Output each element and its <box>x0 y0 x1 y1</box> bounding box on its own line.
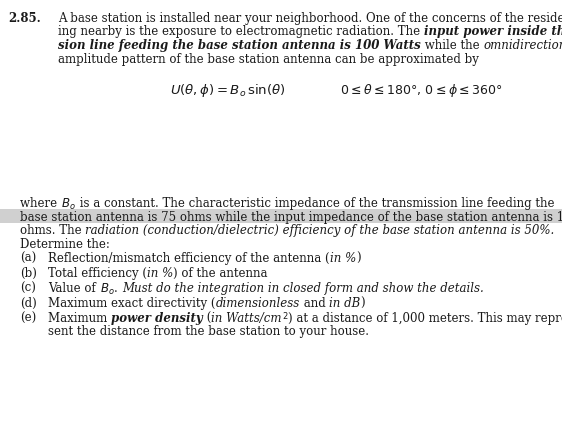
Text: in %: in % <box>147 267 173 280</box>
Text: $B_o$: $B_o$ <box>99 282 114 297</box>
Text: $0 \leq \theta \leq 180°,\,0 \leq \phi \leq 360°$: $0 \leq \theta \leq 180°,\,0 \leq \phi \… <box>340 82 502 99</box>
Text: and: and <box>300 297 329 310</box>
Text: ing nearby is the exposure to electromagnetic radiation. The: ing nearby is the exposure to electromag… <box>58 25 424 38</box>
Text: ): ) <box>356 253 360 266</box>
Text: radiation (conduction/dielectric) efficiency of the base station antenna is 50%.: radiation (conduction/dielectric) effici… <box>85 224 555 237</box>
Text: ) of the antenna: ) of the antenna <box>173 267 268 280</box>
Text: in Watts/cm: in Watts/cm <box>211 312 282 325</box>
Text: ) at a distance of 1,000 meters. This may repre-: ) at a distance of 1,000 meters. This ma… <box>288 312 562 325</box>
Text: .: . <box>114 282 122 295</box>
Text: (b): (b) <box>20 267 37 280</box>
Text: input power inside the transmis-: input power inside the transmis- <box>424 25 562 38</box>
Text: $^2$: $^2$ <box>282 312 288 325</box>
Text: power density: power density <box>111 312 203 325</box>
Text: base station antenna is 75 ohms while the input impedance of the base station an: base station antenna is 75 ohms while th… <box>20 211 562 224</box>
Text: Maximum: Maximum <box>48 312 111 325</box>
Text: ): ) <box>360 297 365 310</box>
Text: omnidirectional: omnidirectional <box>483 39 562 52</box>
Text: Reflection/mismatch efficiency of the antenna (: Reflection/mismatch efficiency of the an… <box>48 253 330 266</box>
Text: while the: while the <box>421 39 483 52</box>
Text: ohms. The: ohms. The <box>20 224 85 237</box>
Text: in dB: in dB <box>329 297 360 310</box>
Text: (a): (a) <box>20 253 37 266</box>
Text: (c): (c) <box>20 282 36 295</box>
Text: sion line feeding the base station antenna is 100 Watts: sion line feeding the base station anten… <box>58 39 421 52</box>
Text: amplitude pattern of the base station antenna can be approximated by: amplitude pattern of the base station an… <box>58 52 479 66</box>
Text: Determine the:: Determine the: <box>20 237 110 250</box>
Text: (e): (e) <box>20 312 37 325</box>
Text: 2.85.: 2.85. <box>8 12 41 25</box>
Text: sent the distance from the base station to your house.: sent the distance from the base station … <box>48 325 369 338</box>
Text: dimensionless: dimensionless <box>215 297 300 310</box>
Text: where: where <box>20 197 61 210</box>
Text: Total efficiency (: Total efficiency ( <box>48 267 147 280</box>
Text: $U(\theta, \phi) = B_o\,\mathrm{sin}(\theta)$: $U(\theta, \phi) = B_o\,\mathrm{sin}(\th… <box>170 82 285 99</box>
Text: $B_o$: $B_o$ <box>61 197 76 212</box>
Text: Maximum exact directivity (: Maximum exact directivity ( <box>48 297 215 310</box>
Text: (: ( <box>203 312 211 325</box>
Text: Value of: Value of <box>48 282 99 295</box>
Text: in %: in % <box>330 253 356 266</box>
Text: (d): (d) <box>20 297 37 310</box>
Text: Must do the integration in closed form and show the details.: Must do the integration in closed form a… <box>122 282 483 295</box>
Bar <box>0 209 562 223</box>
Text: is a constant. The characteristic impedance of the transmission line feeding the: is a constant. The characteristic impeda… <box>76 197 554 210</box>
Text: A base station is installed near your neighborhood. One of the concerns of the r: A base station is installed near your ne… <box>58 12 562 25</box>
